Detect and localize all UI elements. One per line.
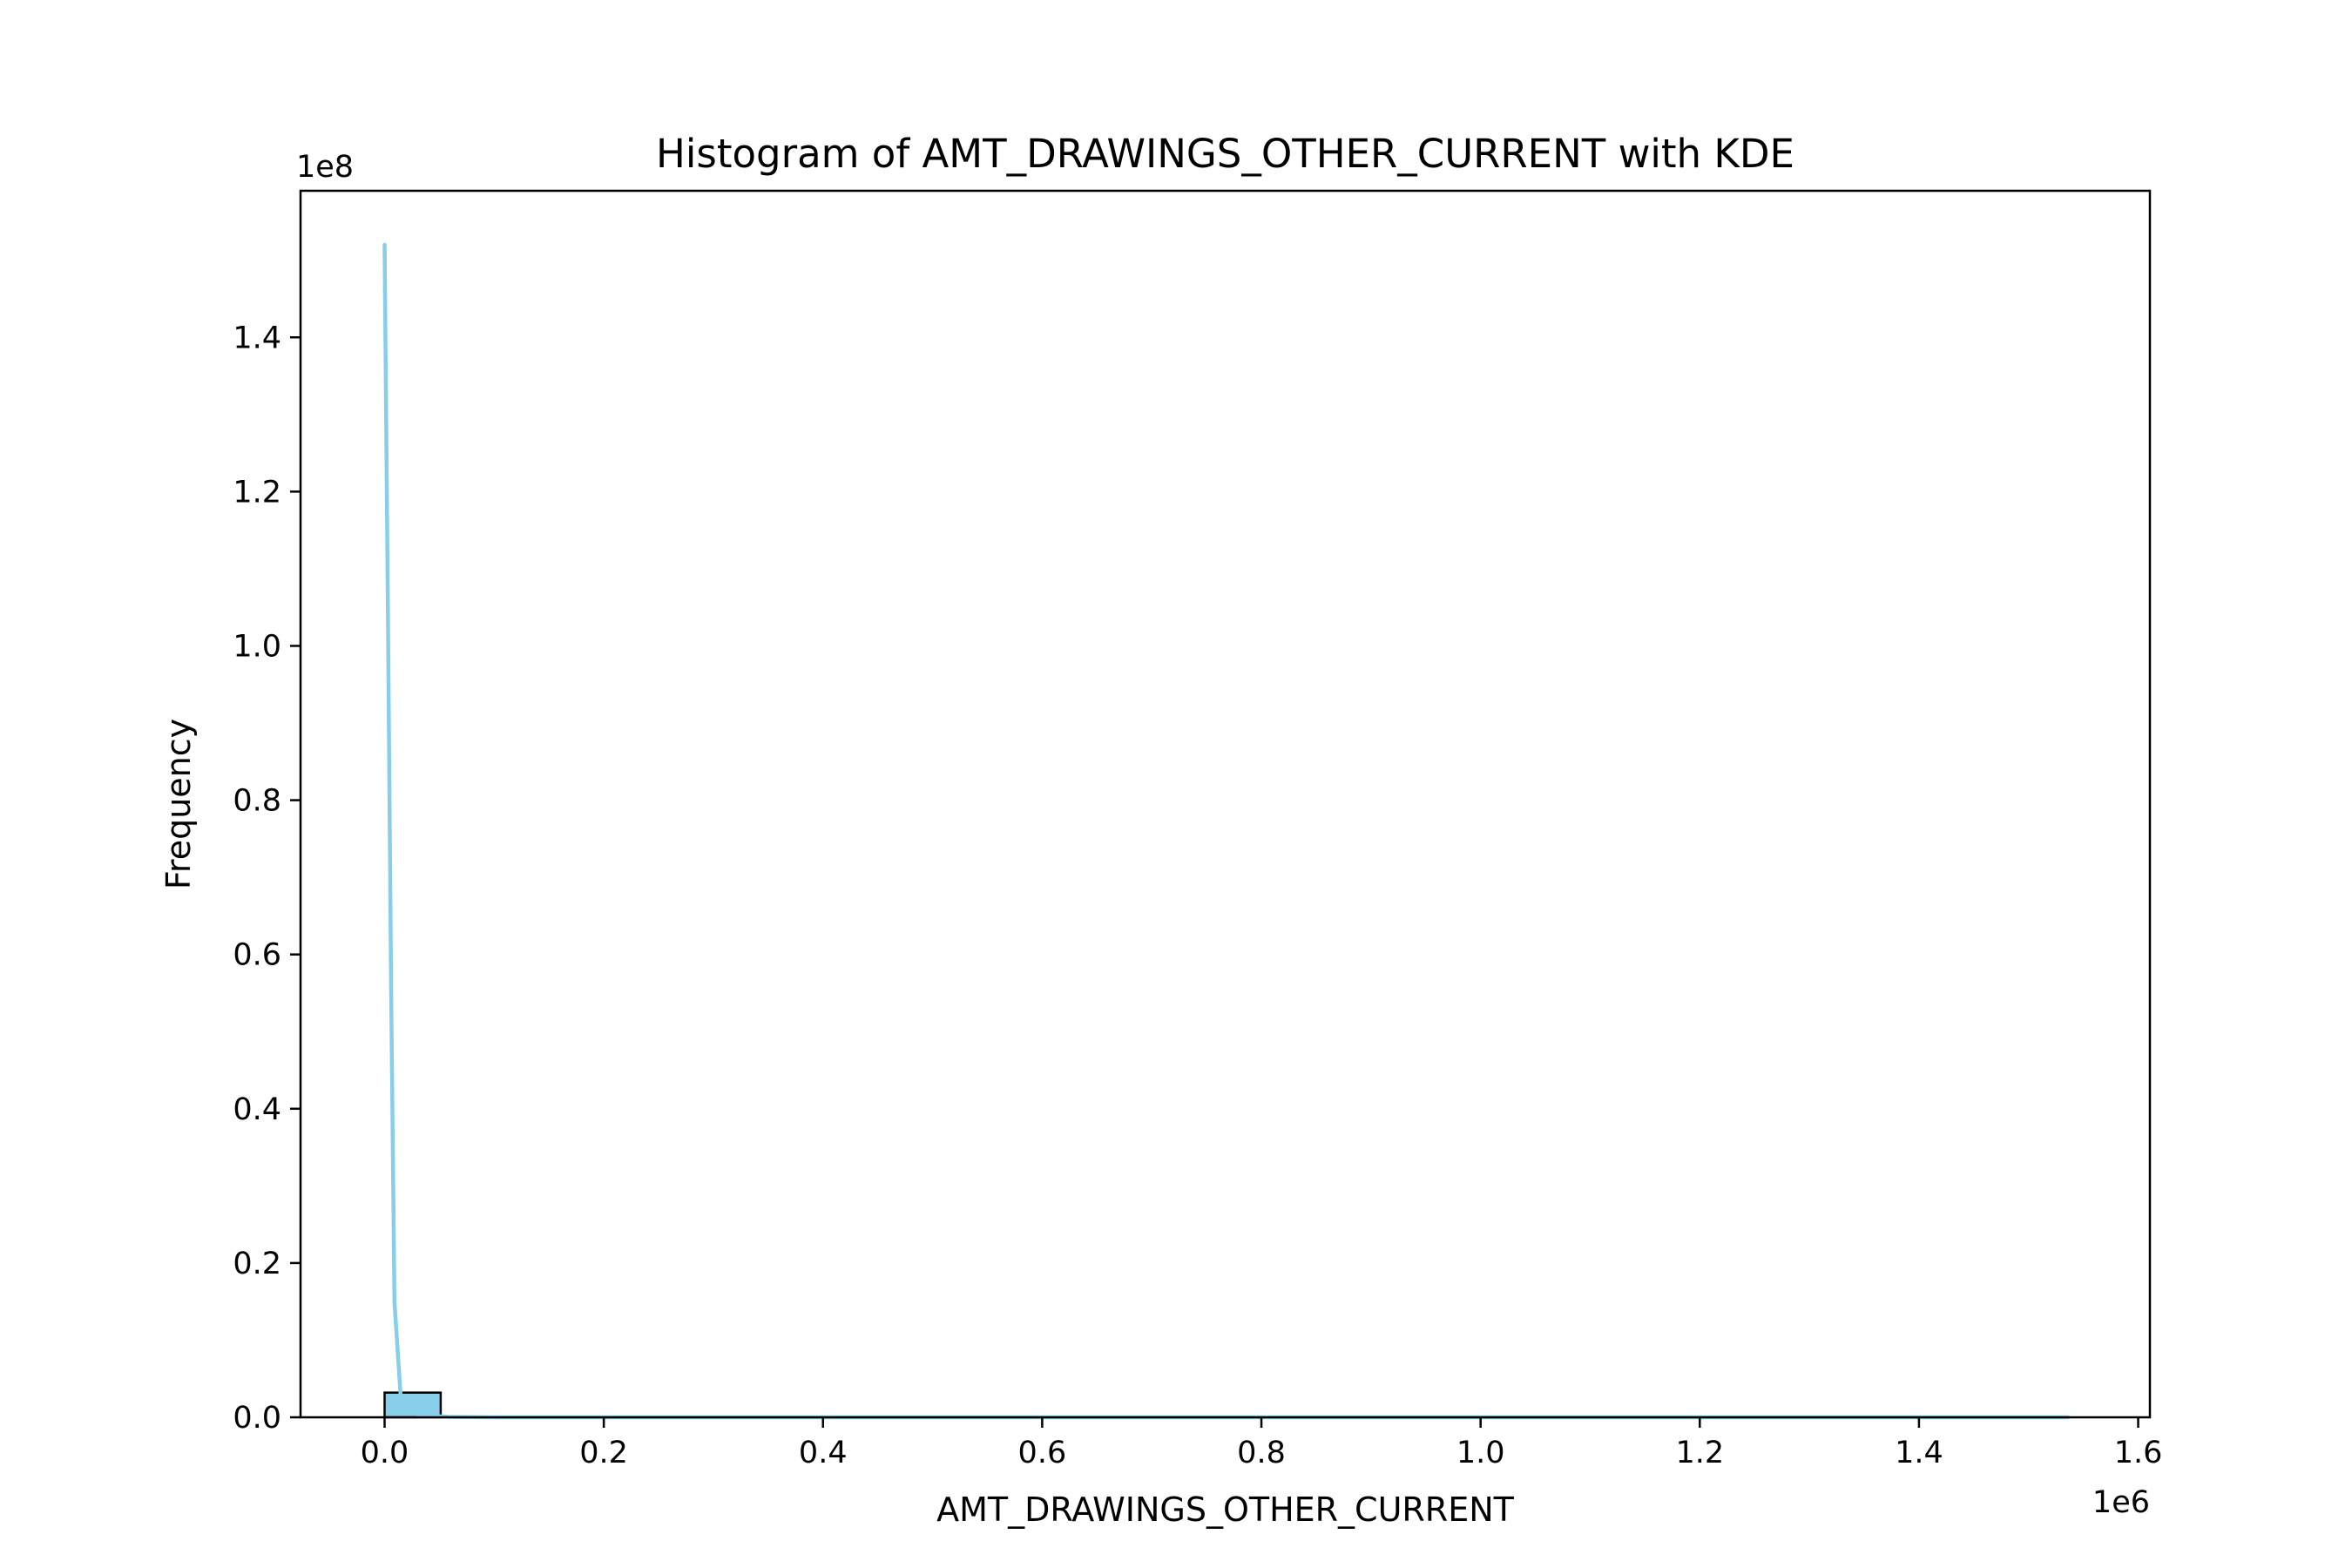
x-tick-label: 0.0 <box>361 1436 409 1470</box>
x-tick-label: 1.4 <box>1895 1436 1943 1470</box>
y-tick-label: 1.4 <box>233 321 281 355</box>
x-tick-label: 0.8 <box>1237 1436 1286 1470</box>
x-axis-label: AMT_DRAWINGS_OTHER_CURRENT <box>936 1490 1515 1529</box>
y-tick-label: 1.0 <box>233 629 281 664</box>
y-tick-label: 0.2 <box>233 1247 281 1281</box>
x-tick-label: 1.6 <box>2114 1436 2163 1470</box>
chart-title: Histogram of AMT_DRAWINGS_OTHER_CURRENT … <box>656 131 1794 177</box>
x-tick-label: 0.6 <box>1018 1436 1067 1470</box>
y-tick-label: 0.6 <box>233 938 281 973</box>
x-tick-label: 1.0 <box>1456 1436 1505 1470</box>
y-axis-ticks: 0.0 0.2 0.4 0.6 0.8 1.0 1.2 1.4 <box>233 321 301 1436</box>
y-tick-label: 1.2 <box>233 475 281 510</box>
y-tick-label: 0.8 <box>233 784 281 819</box>
x-axis-ticks: 0.0 0.2 0.4 0.6 0.8 1.0 1.2 1.4 1.6 <box>361 1417 2163 1470</box>
axes-frame <box>299 189 2152 1419</box>
x-tick-label: 0.4 <box>799 1436 848 1470</box>
x-tick-label: 1.2 <box>1675 1436 1724 1470</box>
y-axis-label: Frequency <box>159 719 198 889</box>
x-axis-offset-label: 1e6 <box>2092 1485 2150 1520</box>
y-tick-label: 0.0 <box>233 1401 281 1436</box>
y-axis-offset-label: 1e8 <box>296 150 354 185</box>
y-tick-label: 0.4 <box>233 1092 281 1127</box>
x-tick-label: 0.2 <box>579 1436 628 1470</box>
